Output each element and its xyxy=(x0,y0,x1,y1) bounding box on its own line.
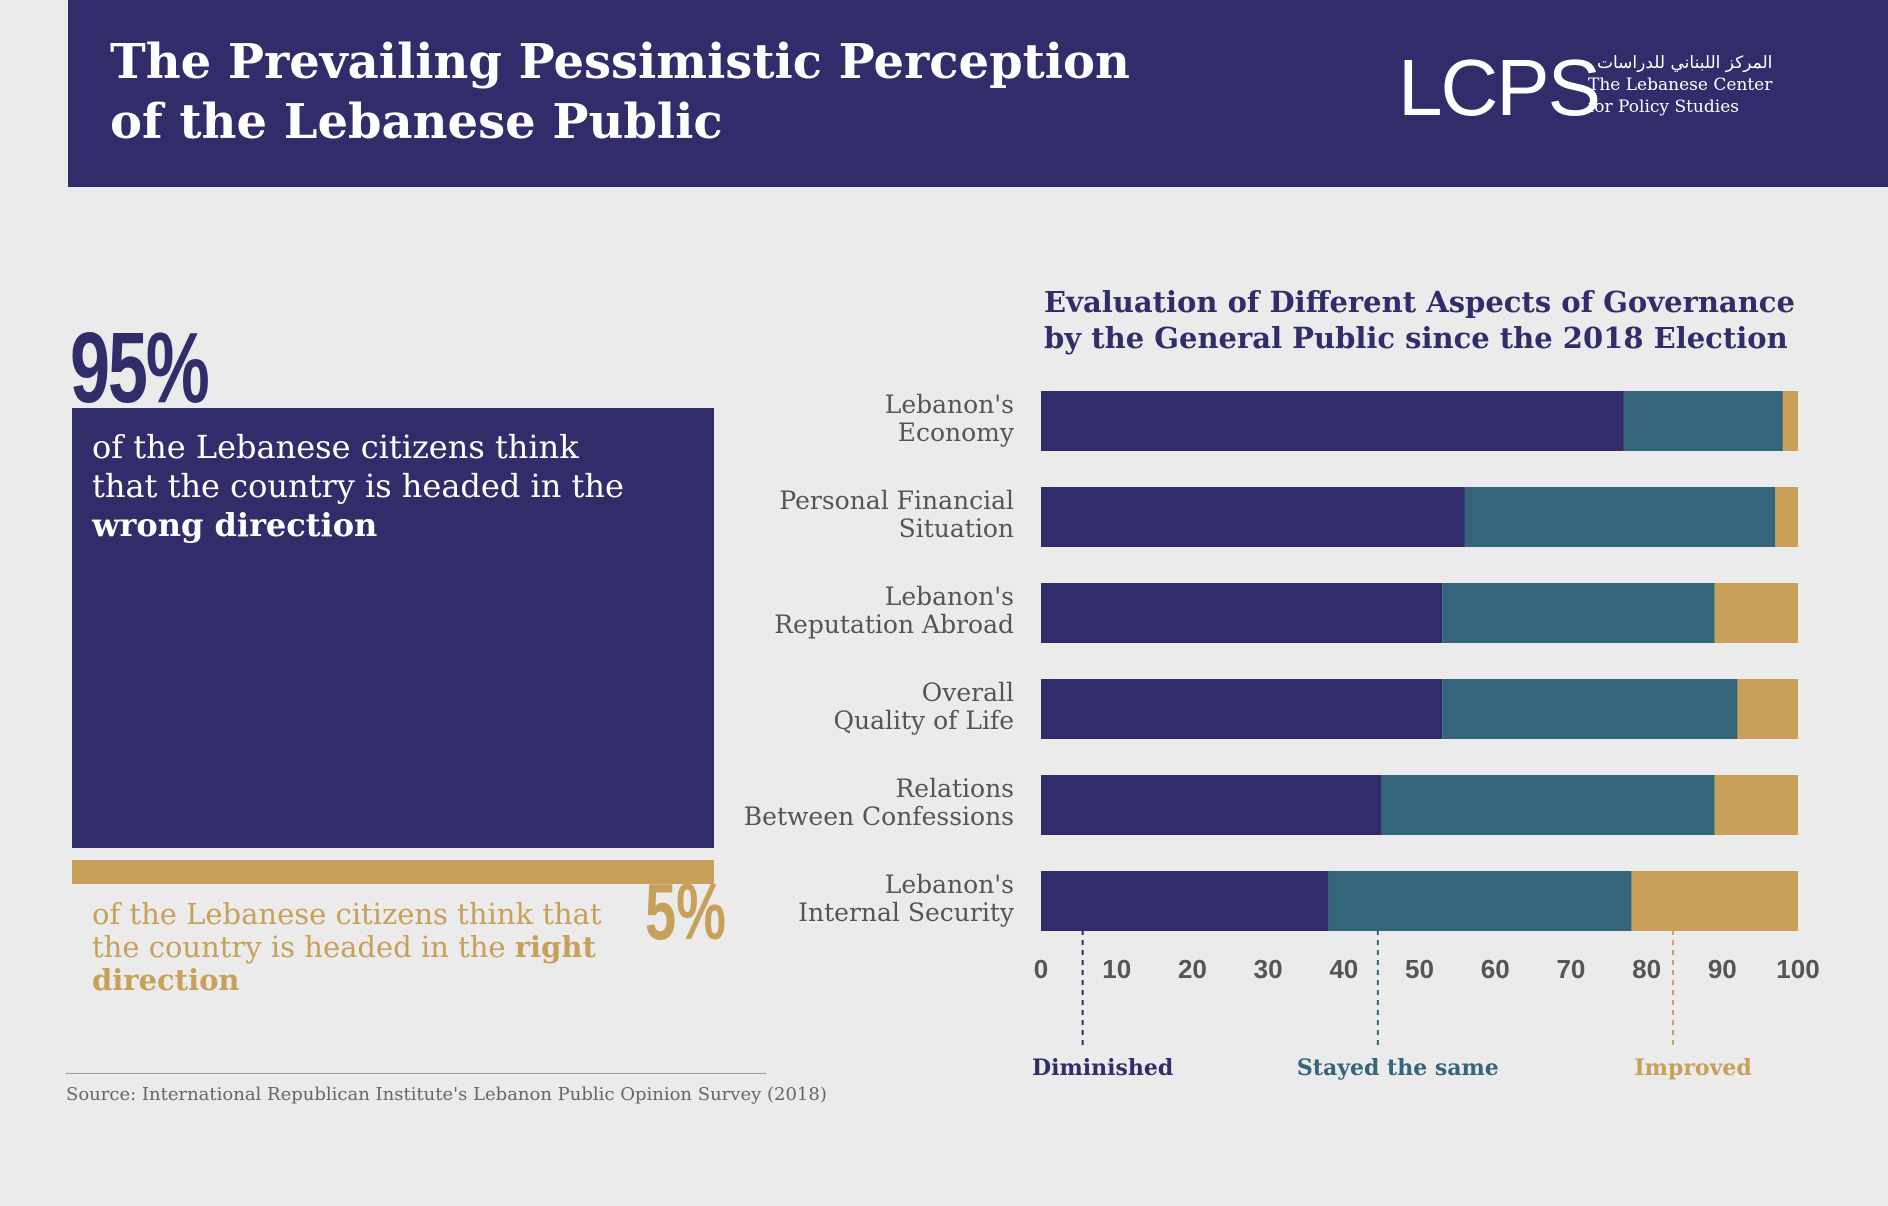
bar-segment-stayed-the-same xyxy=(1442,583,1715,643)
category-label: Situation xyxy=(899,514,1014,543)
x-tick-label: 20 xyxy=(1178,954,1207,984)
bar-segment-stayed-the-same xyxy=(1464,487,1776,547)
category-label: Economy xyxy=(898,418,1015,447)
x-tick-label: 60 xyxy=(1481,954,1510,984)
right-text-bold: right direction xyxy=(92,930,596,997)
bar-segment-diminished xyxy=(1041,487,1465,547)
bar-segment-diminished xyxy=(1041,775,1382,835)
category-label: Reputation Abroad xyxy=(774,610,1014,639)
logo-text: المركز اللبناني للدراسات The Lebanese Ce… xyxy=(1588,52,1772,118)
bar-segment-improved xyxy=(1775,487,1798,547)
bar-segment-improved xyxy=(1714,775,1798,835)
category-label: Overall xyxy=(922,678,1014,707)
wrong-direction-text: of the Lebanese citizens think that the … xyxy=(92,428,652,545)
legend-label: Diminished xyxy=(1032,1055,1173,1081)
x-tick-label: 100 xyxy=(1776,954,1819,984)
right-direction-text: of the Lebanese citizens think that the … xyxy=(92,898,612,997)
category-label: Lebanon's xyxy=(885,390,1014,419)
source-divider xyxy=(66,1073,766,1074)
category-label: Relations xyxy=(895,774,1014,803)
category-label: Between Confessions xyxy=(744,802,1014,831)
logo-line-2: for Policy Studies xyxy=(1588,97,1739,117)
bar-segment-stayed-the-same xyxy=(1381,775,1715,835)
category-label: Lebanon's xyxy=(885,870,1014,899)
right-direction-percent: 5% xyxy=(645,867,726,956)
logo-mark: LCPS xyxy=(1398,43,1601,132)
right-text-plain: of the Lebanese citizens think that the … xyxy=(92,897,602,964)
category-label: Internal Security xyxy=(798,898,1015,927)
bar-segment-improved xyxy=(1714,583,1798,643)
bar-segment-diminished xyxy=(1041,871,1329,931)
title-line-2: of the Lebanese Public xyxy=(110,94,723,150)
legend-label: Stayed the same xyxy=(1297,1055,1499,1081)
wrong-text-bold: wrong direction xyxy=(92,506,378,544)
bar-segment-diminished xyxy=(1041,583,1443,643)
source-note: Source: International Republican Institu… xyxy=(66,1084,827,1105)
category-label: Lebanon's xyxy=(885,582,1014,611)
bar-segment-diminished xyxy=(1041,391,1624,451)
category-label: Quality of Life xyxy=(833,706,1014,735)
header-banner: The Prevailing Pessimistic Perception of… xyxy=(68,0,1888,187)
title-line-1: The Prevailing Pessimistic Perception xyxy=(110,34,1130,90)
x-tick-label: 50 xyxy=(1405,954,1434,984)
x-tick-label: 70 xyxy=(1556,954,1585,984)
x-tick-label: 40 xyxy=(1329,954,1358,984)
x-tick-label: 0 xyxy=(1034,954,1048,984)
x-tick-label: 10 xyxy=(1102,954,1131,984)
bar-segment-stayed-the-same xyxy=(1328,871,1632,931)
wrong-direction-percent: 95% xyxy=(70,312,210,424)
bar-segment-improved xyxy=(1782,391,1798,451)
right-direction-bar xyxy=(72,860,714,884)
lcps-logo: LCPS المركز اللبناني للدراسات The Lebane… xyxy=(1398,43,1772,132)
x-tick-label: 80 xyxy=(1632,954,1661,984)
x-tick-label: 30 xyxy=(1254,954,1283,984)
bar-segment-improved xyxy=(1631,871,1798,931)
category-label: Personal Financial xyxy=(779,486,1014,515)
page-title: The Prevailing Pessimistic Perception of… xyxy=(110,32,1130,152)
bar-segment-improved xyxy=(1737,679,1798,739)
bar-segment-diminished xyxy=(1041,679,1443,739)
logo-arabic: المركز اللبناني للدراسات xyxy=(1597,53,1773,73)
bar-segment-stayed-the-same xyxy=(1623,391,1783,451)
wrong-direction-block: of the Lebanese citizens think that the … xyxy=(72,408,714,848)
chart-title: Evaluation of Different Aspects of Gover… xyxy=(1044,285,1795,355)
bar-segment-stayed-the-same xyxy=(1442,679,1738,739)
x-tick-label: 90 xyxy=(1708,954,1737,984)
wrong-text-plain: of the Lebanese citizens think that the … xyxy=(92,428,624,505)
legend-label: Improved xyxy=(1634,1055,1751,1081)
logo-line-1: The Lebanese Center xyxy=(1588,75,1773,95)
